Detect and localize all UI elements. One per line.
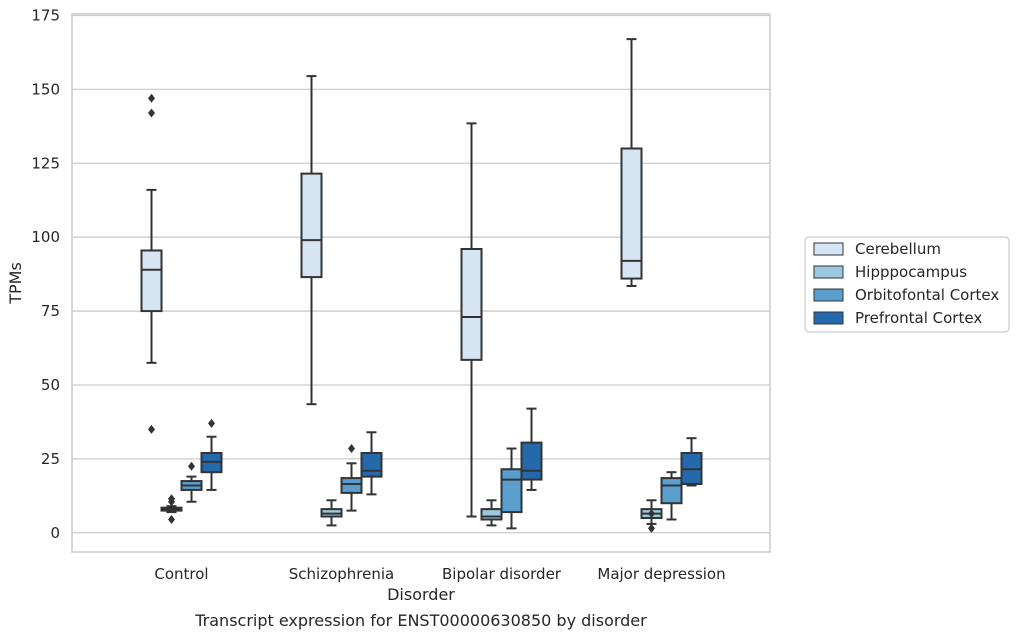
box <box>480 499 503 527</box>
y-tick-label: 125 <box>31 154 60 172</box>
chart-caption: Transcript expression for ENST0000063085… <box>194 611 647 630</box>
y-tick-label: 0 <box>50 524 60 542</box>
series-prefrontal-cortex <box>200 407 703 496</box>
outlier-point <box>148 424 155 434</box>
legend-item: Cerebellum <box>813 240 941 258</box>
legend-swatch <box>813 311 844 325</box>
box-iqr <box>340 477 363 494</box>
box-iqr <box>300 172 323 279</box>
box <box>460 122 483 518</box>
outlier-point <box>648 523 655 533</box>
x-tick-label: Major depression <box>597 565 725 583</box>
legend-item: Prefrontal Cortex <box>813 309 982 327</box>
legend-item: Orbitofontal Cortex <box>813 286 999 304</box>
legend-frame <box>804 236 1010 333</box>
outlier-point <box>148 93 155 103</box>
legend-swatch <box>813 242 844 256</box>
y-tick-label: 175 <box>31 6 60 24</box>
box-iqr <box>460 248 483 361</box>
legend-label: Orbitofontal Cortex <box>855 286 999 304</box>
outlier-point <box>188 461 195 471</box>
series-cerebellum <box>140 38 643 518</box>
legend-swatch <box>813 265 844 279</box>
box-iqr <box>620 147 643 280</box>
x-axis-ticks: Control Schizophrenia Bipolar disorder Majo… <box>154 565 725 583</box>
box <box>340 444 363 512</box>
box-iqr <box>660 477 683 505</box>
box <box>640 499 663 533</box>
x-tick-label: Bipolar disorder <box>442 565 562 583</box>
grid-lines <box>72 14 770 534</box>
y-axis-label: TPMs <box>6 262 25 305</box>
outlier-point <box>168 514 175 524</box>
box-iqr <box>360 451 383 478</box>
legend-item: Hipppocampus <box>813 263 967 281</box>
legend-label: Cerebellum <box>855 240 941 258</box>
outlier-point <box>208 418 215 428</box>
box <box>180 461 203 503</box>
y-tick-label: 100 <box>31 228 60 246</box>
box-iqr <box>480 508 503 521</box>
y-axis-ticks: 0 25 50 75 100 125 150 175 <box>31 6 60 541</box>
plot-area <box>71 13 771 553</box>
x-tick-label: Control <box>154 565 208 583</box>
legend: Cerebellum Hipppocampus Orbitofontal Corte… <box>804 236 1010 333</box>
box <box>520 407 543 491</box>
legend-swatch <box>813 288 844 302</box>
box <box>140 93 163 434</box>
x-tick-label: Schizophrenia <box>289 565 394 583</box>
box <box>680 437 703 487</box>
y-tick-label: 50 <box>41 376 60 394</box>
series-orbitofontal-cortex <box>180 444 683 530</box>
y-tick-label: 75 <box>41 302 60 320</box>
box-iqr <box>140 249 163 313</box>
outlier-point <box>348 444 355 454</box>
outlier-point <box>168 497 175 507</box>
box <box>620 38 643 287</box>
legend-label: Prefrontal Cortex <box>855 309 982 327</box>
outlier-point <box>148 108 155 118</box>
y-tick-label: 25 <box>41 450 60 468</box>
box <box>320 499 343 527</box>
box <box>500 447 523 530</box>
box <box>200 418 223 491</box>
series-hipppocampus <box>160 494 663 533</box>
x-axis-label: Disorder <box>387 585 455 604</box>
box-iqr <box>500 468 523 514</box>
box <box>360 431 383 496</box>
box-iqr <box>520 441 543 481</box>
box <box>660 471 683 521</box>
box-series <box>140 38 703 533</box>
box <box>300 75 323 406</box>
legend-label: Hipppocampus <box>855 263 967 281</box>
outlier-point <box>648 509 655 519</box>
y-tick-label: 150 <box>31 80 60 98</box>
box <box>160 494 183 524</box>
